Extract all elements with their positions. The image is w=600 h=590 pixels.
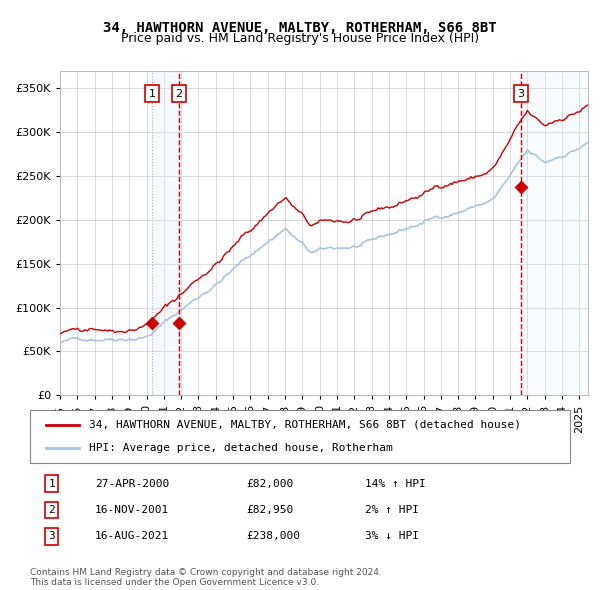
Text: 2: 2 <box>176 88 182 99</box>
Text: 3: 3 <box>517 88 524 99</box>
Text: Price paid vs. HM Land Registry's House Price Index (HPI): Price paid vs. HM Land Registry's House … <box>121 32 479 45</box>
Text: £82,950: £82,950 <box>246 505 293 515</box>
Text: 14% ↑ HPI: 14% ↑ HPI <box>365 478 425 489</box>
Text: 2: 2 <box>48 505 55 515</box>
Text: 2% ↑ HPI: 2% ↑ HPI <box>365 505 419 515</box>
Bar <box>521 71 588 395</box>
Text: 1: 1 <box>48 478 55 489</box>
Text: 16-NOV-2001: 16-NOV-2001 <box>95 505 169 515</box>
Text: 34, HAWTHORN AVENUE, MALTBY, ROTHERHAM, S66 8BT: 34, HAWTHORN AVENUE, MALTBY, ROTHERHAM, … <box>103 21 497 35</box>
Text: Contains HM Land Registry data © Crown copyright and database right 2024.
This d: Contains HM Land Registry data © Crown c… <box>30 568 382 587</box>
Text: 16-AUG-2021: 16-AUG-2021 <box>95 531 169 541</box>
FancyBboxPatch shape <box>30 410 570 463</box>
Text: 27-APR-2000: 27-APR-2000 <box>95 478 169 489</box>
Text: 3% ↓ HPI: 3% ↓ HPI <box>365 531 419 541</box>
Text: £238,000: £238,000 <box>246 531 300 541</box>
Text: 1: 1 <box>149 88 155 99</box>
Text: 3: 3 <box>48 531 55 541</box>
Text: HPI: Average price, detached house, Rotherham: HPI: Average price, detached house, Roth… <box>89 443 393 453</box>
Bar <box>152 71 179 395</box>
Text: 34, HAWTHORN AVENUE, MALTBY, ROTHERHAM, S66 8BT (detached house): 34, HAWTHORN AVENUE, MALTBY, ROTHERHAM, … <box>89 420 521 430</box>
Text: £82,000: £82,000 <box>246 478 293 489</box>
